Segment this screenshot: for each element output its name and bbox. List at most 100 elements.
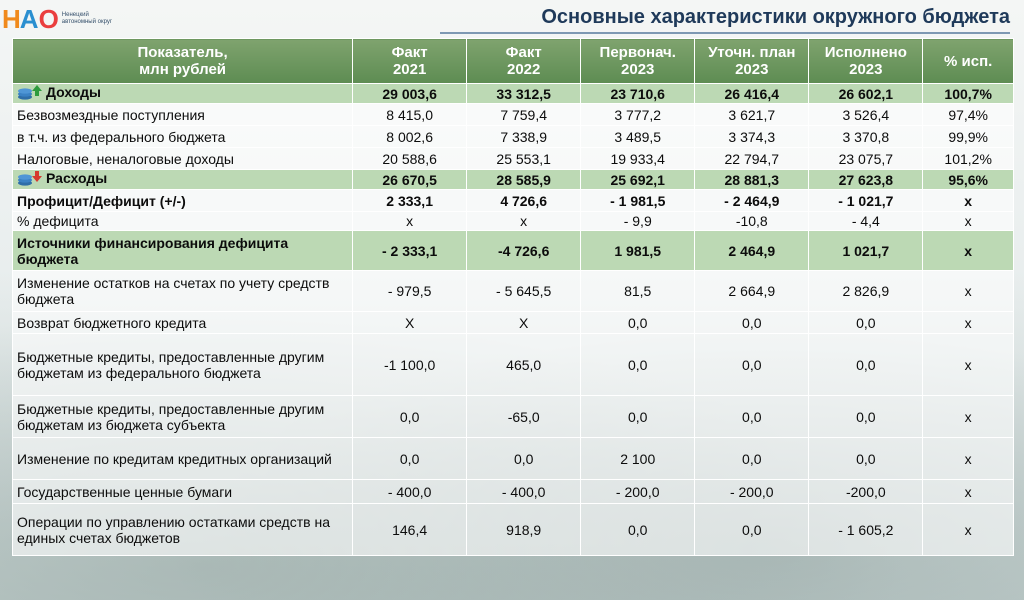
row-label-text: Расходы <box>46 170 108 186</box>
logo-letter-o: О <box>38 3 59 34</box>
budget-table: Показатель, млн рублей Факт 2021 Факт 2022 … <box>11 38 1014 556</box>
cell-fact-2021: Х <box>352 311 468 334</box>
cell-fact-2021: 2 333,1 <box>352 189 468 212</box>
header-executed-2023: Исполнено 2023 <box>808 38 924 84</box>
cell-executed-2023: 3 526,4 <box>808 103 924 126</box>
row-label-text: Профицит/Дефицит (+/-) <box>17 192 186 209</box>
cell-initial-2023: 19 933,4 <box>580 147 696 170</box>
header-revised-plan-2023: Уточн. план 2023 <box>694 38 810 84</box>
cell-initial-2023: 3 489,5 <box>580 125 696 148</box>
table-header-row: Показатель, млн рублей Факт 2021 Факт 2022 … <box>11 38 1014 84</box>
table-row: в т.ч. из федерального бюджета 8 002,6 7 3… <box>11 125 1014 148</box>
cell-initial-2023: 3 777,2 <box>580 103 696 126</box>
cell-initial-2023: - 200,0 <box>580 479 696 504</box>
cell-fact-2022: -65,0 <box>466 395 582 438</box>
cell-fact-2022: -4 726,6 <box>466 230 582 271</box>
cell-percent-executed: х <box>922 311 1014 334</box>
table-row: Бюджетные кредиты, предоставленные други… <box>11 333 1014 396</box>
row-label: Налоговые, неналоговые доходы <box>11 147 354 170</box>
row-label-text: Возврат бюджетного кредита <box>17 314 207 331</box>
logo: Н А О Ненецкий автономный округ <box>2 4 124 34</box>
row-label: Безвозмездные поступления <box>11 103 354 126</box>
row-label: Профицит/Дефицит (+/-) <box>11 189 354 212</box>
cell-revised-plan-2023: 2 464,9 <box>694 230 810 271</box>
table-row: Источники финансирования дефицита бюджет… <box>11 230 1014 271</box>
cell-fact-2022: 25 553,1 <box>466 147 582 170</box>
cell-executed-2023: - 1 605,2 <box>808 503 924 556</box>
table-row: Доходы 29 003,6 33 312,5 23 710,6 26 416,4 26… <box>11 83 1014 104</box>
row-label: % дефицита <box>11 211 354 231</box>
cell-fact-2021: 20 588,6 <box>352 147 468 170</box>
cell-fact-2022: - 400,0 <box>466 479 582 504</box>
cell-fact-2022: 0,0 <box>466 437 582 480</box>
cell-percent-executed: 101,2% <box>922 147 1014 170</box>
cell-initial-2023: 2 100 <box>580 437 696 480</box>
cell-executed-2023: 23 075,7 <box>808 147 924 170</box>
cell-percent-executed: 99,9% <box>922 125 1014 148</box>
row-label-text: Изменение по кредитам кредитных организа… <box>17 450 332 467</box>
cell-fact-2021: 26 670,5 <box>352 169 468 190</box>
logo-caption: Ненецкий автономный округ <box>61 12 113 25</box>
row-label-text: Бюджетные кредиты, предоставленные други… <box>17 348 325 381</box>
row-label: Возврат бюджетного кредита <box>11 311 354 334</box>
row-label: Бюджетные кредиты, предоставленные други… <box>11 395 354 438</box>
table-row: Операции по управлению остатками средств… <box>11 503 1014 556</box>
coins-arrow-up-icon <box>17 84 43 103</box>
cell-initial-2023: 25 692,1 <box>580 169 696 190</box>
cell-percent-executed: х <box>922 189 1014 212</box>
cell-revised-plan-2023: - 2 464,9 <box>694 189 810 212</box>
row-label-text: Налоговые, неналоговые доходы <box>17 150 234 167</box>
cell-initial-2023: - 1 981,5 <box>580 189 696 212</box>
row-label-text: Источники финансирования дефицита бюджет… <box>17 234 289 267</box>
table-row: Профицит/Дефицит (+/-) 2 333,1 4 726,6- 1 … <box>11 189 1014 212</box>
cell-percent-executed: х <box>922 211 1014 231</box>
cell-executed-2023: - 1 021,7 <box>808 189 924 212</box>
cell-percent-executed: х <box>922 479 1014 504</box>
cell-fact-2022: 918,9 <box>466 503 582 556</box>
cell-initial-2023: 23 710,6 <box>580 83 696 104</box>
cell-fact-2022: 7 759,4 <box>466 103 582 126</box>
cell-fact-2022: 7 338,9 <box>466 125 582 148</box>
table-row: Налоговые, неналоговые доходы 20 588,6 25 … <box>11 147 1014 170</box>
cell-percent-executed: х <box>922 503 1014 556</box>
cell-executed-2023: -200,0 <box>808 479 924 504</box>
row-label: в т.ч. из федерального бюджета <box>11 125 354 148</box>
cell-initial-2023: 1 981,5 <box>580 230 696 271</box>
cell-revised-plan-2023: 26 416,4 <box>694 83 810 104</box>
cell-percent-executed: х <box>922 437 1014 480</box>
cell-fact-2022: Х <box>466 311 582 334</box>
row-label-text: Доходы <box>46 84 101 100</box>
title-underline <box>440 32 1010 34</box>
header-percent-executed: % исп. <box>922 38 1014 84</box>
row-label-text: Бюджетные кредиты, предоставленные други… <box>17 400 325 433</box>
cell-initial-2023: 0,0 <box>580 333 696 396</box>
cell-percent-executed: 97,4% <box>922 103 1014 126</box>
cell-initial-2023: 81,5 <box>580 270 696 312</box>
row-label-text: Безвозмездные поступления <box>17 106 205 123</box>
cell-percent-executed: х <box>922 230 1014 271</box>
row-label: Государственные ценные бумаги <box>11 479 354 504</box>
cell-fact-2022: х <box>466 211 582 231</box>
cell-executed-2023: 2 826,9 <box>808 270 924 312</box>
cell-revised-plan-2023: 3 374,3 <box>694 125 810 148</box>
cell-executed-2023: - 4,4 <box>808 211 924 231</box>
cell-fact-2021: 8 415,0 <box>352 103 468 126</box>
row-label: Доходы <box>11 83 354 104</box>
cell-initial-2023: 0,0 <box>580 395 696 438</box>
cell-revised-plan-2023: 0,0 <box>694 437 810 480</box>
cell-fact-2021: 146,4 <box>352 503 468 556</box>
table-row: Бюджетные кредиты, предоставленные други… <box>11 395 1014 438</box>
cell-revised-plan-2023: -10,8 <box>694 211 810 231</box>
cell-fact-2021: - 979,5 <box>352 270 468 312</box>
table-row: Изменение остатков на счетах по учету ср… <box>11 270 1014 312</box>
cell-fact-2022: 4 726,6 <box>466 189 582 212</box>
cell-executed-2023: 27 623,8 <box>808 169 924 190</box>
cell-revised-plan-2023: 28 881,3 <box>694 169 810 190</box>
table-row: Безвозмездные поступления 8 415,0 7 759,4 3… <box>11 103 1014 126</box>
cell-executed-2023: 26 602,1 <box>808 83 924 104</box>
row-label-text: % дефицита <box>17 213 99 229</box>
cell-revised-plan-2023: 0,0 <box>694 395 810 438</box>
cell-executed-2023: 0,0 <box>808 311 924 334</box>
header-indicator: Показатель, млн рублей <box>11 38 354 84</box>
cell-revised-plan-2023: 2 664,9 <box>694 270 810 312</box>
